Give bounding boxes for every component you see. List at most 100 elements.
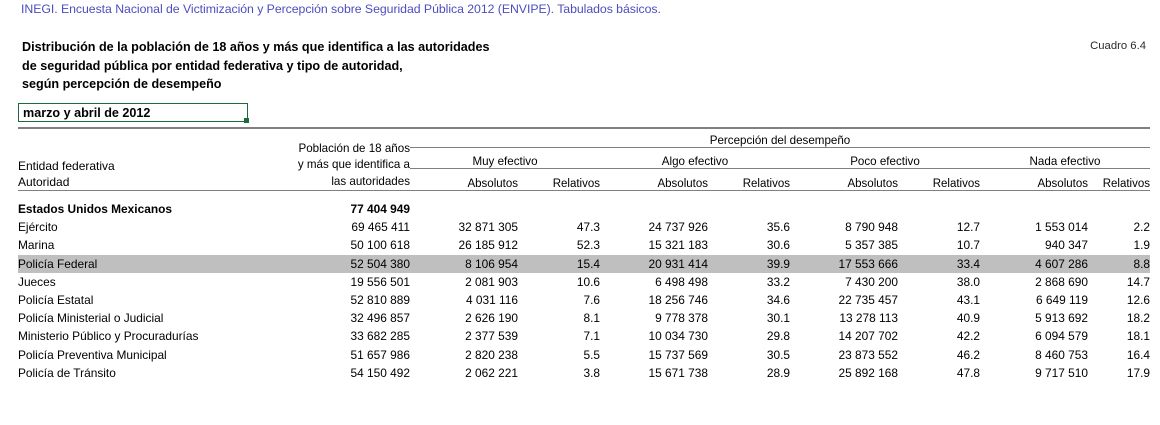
selected-cell-period[interactable]: marzo y abril de 2012: [18, 103, 248, 122]
cell-muy-absolutos: [410, 200, 518, 218]
header-row-span: Entidad federativa Autoridad Población d…: [18, 127, 1151, 191]
cell-algo-relativos: 34.6: [766, 293, 790, 308]
group-header-muy-efectivo: Muy efectivo: [410, 147, 600, 169]
cell-nada-relativos: 16.4: [1126, 347, 1151, 362]
stub-header-cell: Entidad federativa Autoridad: [18, 127, 253, 191]
poblacion-header-line-2: y más que identifica a: [297, 158, 410, 171]
cell-algo-relativos: 39.9: [708, 254, 790, 273]
table-row[interactable]: Policía de Tránsito 54 150 492 2 062 221 3.…: [18, 364, 1150, 382]
cell-nada-absolutos: 8 460 753: [1035, 347, 1088, 362]
table-row[interactable]: Policía Federal 52 504 380 8 106 954 15.4 20…: [18, 254, 1151, 273]
cell-nada-absolutos: 5 913 692: [1035, 311, 1088, 326]
table-row[interactable]: Marina 50 100 618 26 185 912 52.3 15 321 183…: [18, 236, 1150, 254]
table-row[interactable]: Jueces 19 556 501 2 081 903 10.6 6 498 498 33…: [18, 273, 1150, 291]
cuadro-number-label: Cuadro 6.4: [1090, 40, 1146, 52]
cell-poblacion: 54 150 492: [350, 365, 410, 380]
cell-algo-absolutos: 6 498 498: [655, 274, 708, 289]
table-row[interactable]: Policía Ministerial o Judicial 32 496 857…: [18, 309, 1150, 327]
cell-algo-absolutos: 20 931 414: [600, 254, 708, 273]
table-row[interactable]: Ministerio Público y Procuradurías 33 682…: [18, 327, 1150, 345]
cell-muy-absolutos: 8 106 954: [410, 254, 518, 273]
cell-nada-relativos: 8.8: [1088, 254, 1151, 273]
cell-nada-absolutos: 6 649 119: [1035, 293, 1088, 308]
table-row[interactable]: Policía Preventiva Municipal 51 657 986 2 …: [18, 346, 1150, 364]
cell-poblacion: 77 404 949: [350, 202, 410, 216]
cell-nada-absolutos: 6 094 579: [1035, 329, 1088, 344]
table-row[interactable]: Ejército 69 465 411 32 871 305 47.3 24 737 9…: [18, 218, 1150, 236]
cell-nada-relativos: [1088, 200, 1150, 218]
cell-muy-absolutos: 2 820 238: [465, 347, 518, 362]
cell-muy-relativos: 7.6: [583, 293, 600, 308]
cell-nada-relativos: 2.2: [1133, 220, 1151, 235]
subheader-algo-relativos: Relativos: [708, 168, 790, 191]
cell-poco-absolutos: [790, 200, 898, 218]
subheader-poco-relativos: Relativos: [898, 168, 980, 191]
cell-algo-absolutos: 15 671 738: [648, 365, 708, 380]
header-bottom-rule: [18, 190, 1151, 191]
cell-muy-relativos: 7.1: [583, 329, 600, 344]
cell-algo-relativos: 35.6: [766, 220, 790, 235]
poblacion-header-line-3: las autoridades: [331, 174, 410, 188]
cell-poco-relativos: 12.7: [956, 220, 980, 235]
cell-poblacion: 19 556 501: [350, 274, 410, 289]
table-row[interactable]: Policía Estatal 52 810 889 4 031 116 7.6 18 …: [18, 291, 1150, 309]
group-header-poco-efectivo: Poco efectivo: [790, 147, 980, 169]
row-label: Estados Unidos Mexicanos: [18, 202, 172, 216]
cell-nada-absolutos: 1 553 014: [1035, 220, 1088, 235]
title-line-1: Distribución de la población de 18 años …: [22, 40, 490, 54]
subheader-poco-absolutos: Absolutos: [790, 168, 898, 191]
cell-muy-relativos: [518, 200, 600, 218]
cell-muy-absolutos: 32 871 305: [458, 220, 518, 235]
cell-muy-absolutos: 2 377 539: [465, 329, 518, 344]
cell-poco-absolutos: 14 207 702: [838, 329, 898, 344]
table-row[interactable]: Estados Unidos Mexicanos 77 404 949: [18, 200, 1150, 218]
statistics-table: Entidad federativa Autoridad Población d…: [18, 127, 1151, 382]
cell-nada-relativos: 17.9: [1126, 365, 1151, 380]
cell-algo-absolutos: 15 737 569: [648, 347, 708, 362]
row-label: Jueces: [18, 274, 56, 289]
cell-muy-absolutos: 2 081 903: [465, 274, 518, 289]
row-label: Policía Preventiva Municipal: [18, 347, 167, 362]
cell-poco-relativos: 47.8: [956, 365, 980, 380]
group-header-nada-efectivo: Nada efectivo: [980, 147, 1151, 169]
cell-poco-absolutos: 22 735 457: [838, 293, 898, 308]
cell-muy-relativos: 3.8: [583, 365, 600, 380]
table-title-block: Distribución de la población de 18 años …: [22, 38, 490, 94]
header-row-groups: Muy efectivo Algo efectivo Poco efectivo…: [18, 147, 1151, 169]
cell-poco-absolutos: 8 790 948: [845, 220, 898, 235]
subheader-nada-absolutos: Absolutos: [980, 168, 1088, 191]
cell-poblacion: 69 465 411: [351, 220, 410, 235]
cell-algo-relativos: 30.5: [766, 347, 790, 362]
cell-poco-relativos: 40.9: [956, 311, 980, 326]
cell-nada-absolutos: 2 868 690: [1035, 274, 1088, 289]
subheader-muy-relativos: Relativos: [518, 168, 600, 191]
cell-muy-absolutos: 4 031 116: [465, 293, 518, 308]
cell-poblacion: 32 496 857: [350, 311, 410, 326]
subheader-nada-relativos: Relativos: [1088, 168, 1151, 191]
poblacion-header-line-1: Población de 18 años: [298, 141, 410, 155]
cell-algo-absolutos: 18 256 746: [648, 293, 708, 308]
cell-poco-absolutos: 23 873 552: [838, 347, 898, 362]
cell-poblacion: 52 810 889: [350, 293, 410, 308]
subheader-algo-absolutos: Absolutos: [600, 168, 708, 191]
cell-poco-relativos: 46.2: [956, 347, 980, 362]
cell-muy-relativos: 15.4: [518, 254, 600, 273]
cell-poblacion: 52 504 380: [253, 254, 410, 273]
cell-algo-relativos: 30.6: [766, 238, 790, 253]
percepcion-span-header: Percepción del desempeño: [410, 127, 1151, 148]
cell-muy-relativos: 52.3: [576, 238, 600, 253]
cell-poco-absolutos: 5 357 385: [845, 238, 898, 253]
cell-nada-absolutos: [980, 200, 1088, 218]
cell-muy-absolutos: 26 185 912: [458, 238, 518, 253]
cell-nada-absolutos: 4 607 286: [980, 254, 1088, 273]
cell-algo-relativos: 30.1: [766, 311, 790, 326]
table-body: Estados Unidos Mexicanos 77 404 949 Ejérci…: [18, 191, 1151, 382]
cell-nada-relativos: 18.1: [1126, 329, 1151, 344]
statistics-table-wrapper: Entidad federativa Autoridad Población d…: [18, 127, 1151, 382]
cell-poco-relativos: 10.7: [956, 238, 980, 253]
row-label: Ministerio Público y Procuradurías: [18, 329, 199, 344]
title-line-3: según percepción de desempeño: [22, 77, 222, 91]
cell-muy-relativos: 8.1: [583, 311, 600, 326]
fill-handle[interactable]: [244, 118, 249, 123]
cell-algo-relativos: 29.8: [766, 329, 790, 344]
